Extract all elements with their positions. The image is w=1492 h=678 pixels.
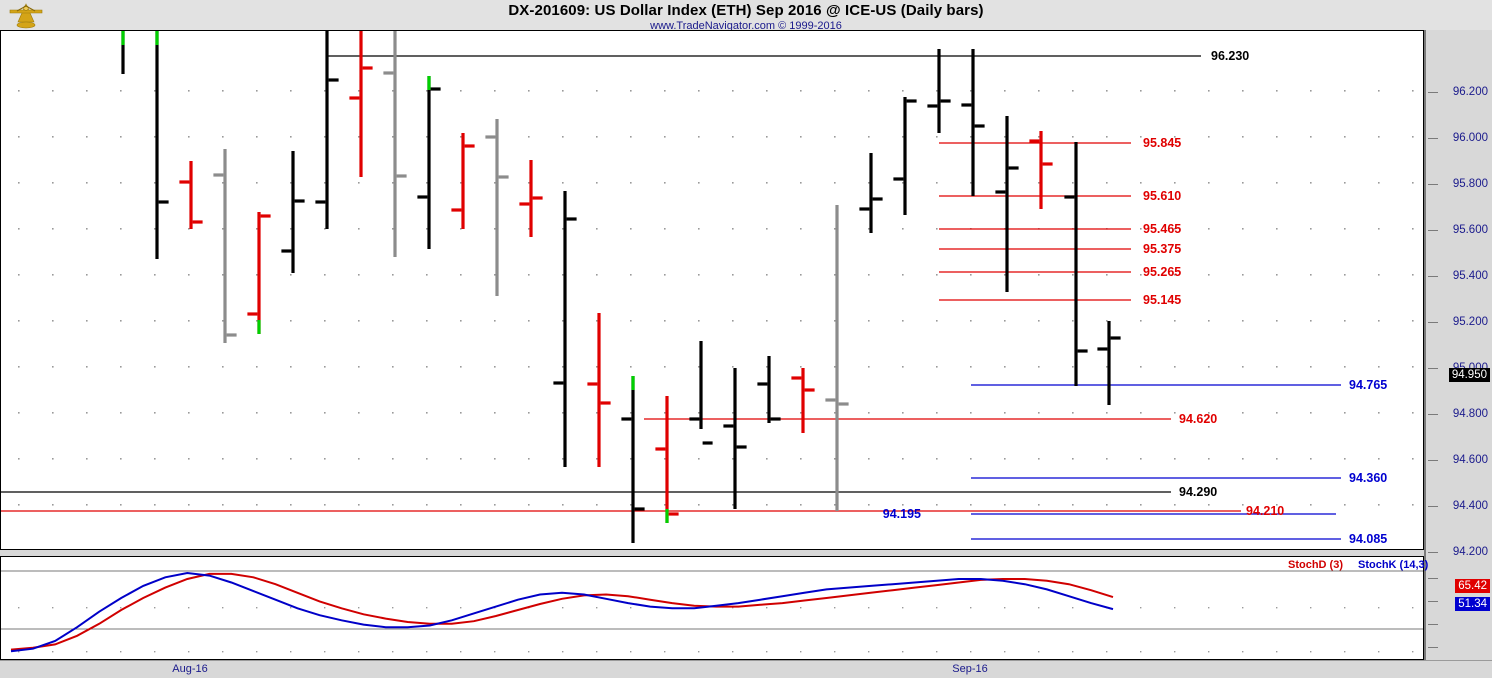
axis-tick-label: 94.200	[1452, 546, 1488, 558]
axis-tick-label: 94.600	[1452, 454, 1488, 466]
axis-tick-mark	[1428, 578, 1438, 579]
header-subtitle: www.TradeNavigator.com © 1999-2016	[650, 20, 842, 32]
axis-tick-label: 96.000	[1452, 132, 1488, 144]
stochastic-value-tag: 51.34	[1455, 597, 1490, 611]
axis-tick-mark	[1428, 506, 1438, 507]
page-title: DX-201609: US Dollar Index (ETH) Sep 201…	[508, 2, 984, 19]
stochastic-value-tag: 65.42	[1455, 579, 1490, 593]
axis-tick-mark	[1428, 624, 1438, 625]
axis-tick-mark	[1428, 322, 1438, 323]
axis-tick-mark	[1428, 460, 1438, 461]
axis-tick-mark	[1428, 414, 1438, 415]
price-level-label: 94.290	[1179, 485, 1218, 499]
axis-tick-label: 95.800	[1452, 178, 1488, 190]
axis-tick-mark	[1428, 184, 1438, 185]
price-level-label: 95.845	[1143, 136, 1182, 150]
price-level-lines	[1, 55, 1341, 540]
axis-tick-label: 94.400	[1452, 500, 1488, 512]
price-axis[interactable]: 96.20096.00095.80095.60095.40095.20095.0…	[1424, 30, 1492, 660]
price-level-label: 95.145	[1143, 293, 1182, 307]
axis-tick-mark	[1428, 138, 1438, 139]
last-price-tag: 94.950	[1448, 368, 1490, 382]
axis-tick-mark	[1428, 601, 1438, 602]
axis-tick-label: 96.200	[1452, 86, 1488, 98]
stochastic-legend-item: StochD (3)	[1288, 559, 1343, 571]
date-axis-label: Sep-16	[952, 663, 988, 675]
axis-tick-mark	[1428, 647, 1438, 648]
price-chart-panel[interactable]: TradeNavigator.com 96.23095.84595.61095.…	[0, 30, 1424, 584]
price-level-label: 94.085	[1349, 532, 1388, 546]
price-level-label: 94.620	[1179, 412, 1218, 426]
sextant-logo-icon	[9, 3, 43, 29]
stochastic-panel[interactable]	[0, 556, 1424, 660]
axis-tick-label: 95.600	[1452, 224, 1488, 236]
axis-tick-label: 95.400	[1452, 270, 1488, 282]
price-level-label: 94.360	[1349, 471, 1388, 485]
ohlc-bars[interactable]	[1, 31, 1423, 549]
price-level-label: 94.765	[1349, 378, 1388, 392]
date-axis: Aug-16 Sep-16	[0, 660, 1492, 678]
date-axis-label: Aug-16	[172, 663, 208, 675]
price-level-label: 94.195	[882, 507, 921, 521]
price-level-label: 94.210	[1246, 504, 1285, 518]
axis-tick-mark	[1428, 552, 1438, 553]
price-level-label: 95.465	[1143, 222, 1182, 236]
stochastic-legend-item: StochK (14,3)	[1358, 559, 1429, 571]
axis-tick-mark	[1428, 92, 1438, 93]
axis-tick-mark	[1428, 368, 1438, 369]
price-level-label: 95.610	[1143, 189, 1182, 203]
price-level-label: 95.375	[1143, 242, 1182, 256]
axis-tick-mark	[1428, 276, 1438, 277]
price-level-label: 95.265	[1143, 265, 1182, 279]
axis-tick-label: 95.200	[1452, 316, 1488, 328]
axis-tick-mark	[1428, 230, 1438, 231]
axis-tick-label: 94.800	[1452, 408, 1488, 420]
price-level-label: 96.230	[1211, 49, 1250, 63]
chart-header: DX-201609: US Dollar Index (ETH) Sep 201…	[0, 0, 1492, 32]
chart-gridlines	[18, 90, 1414, 506]
stochastic-plot	[1, 570, 1423, 653]
